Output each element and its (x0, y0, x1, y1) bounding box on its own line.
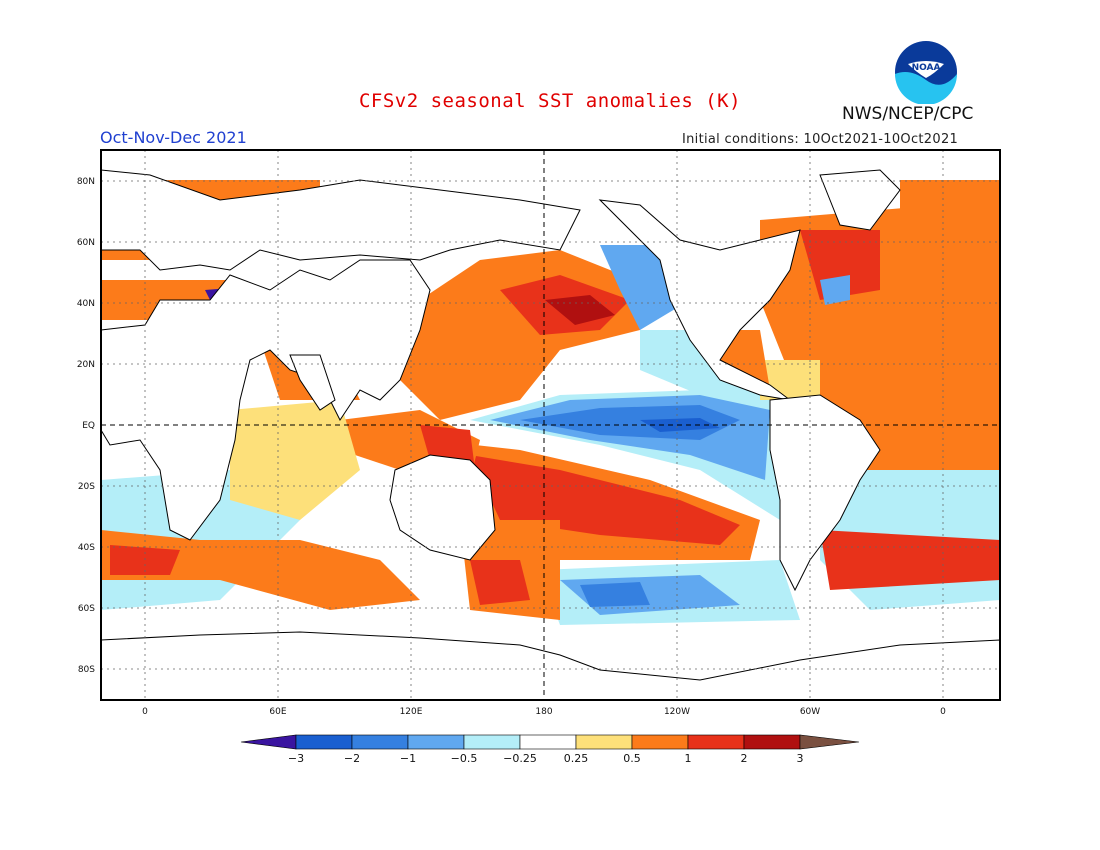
colorbar-label: 3 (797, 752, 804, 765)
north-america (598, 199, 801, 401)
lon-label: 60W (800, 707, 820, 717)
colorbar-segment (407, 734, 465, 750)
south-america (769, 394, 881, 592)
lat-label: 60S (78, 604, 95, 614)
continents (101, 169, 1000, 700)
colorbar-segment (351, 734, 409, 750)
antarctica (101, 631, 1000, 700)
colorbar-label: 2 (741, 752, 748, 765)
colorbar-segment (743, 734, 801, 750)
colorbar-label: −3 (288, 752, 304, 765)
colorbar-label: −2 (344, 752, 360, 765)
africa-europe-asia (101, 259, 431, 541)
south-atlantic-warm (820, 530, 1000, 590)
colorbar-label: 0.25 (564, 752, 589, 765)
colorbar-segment (575, 734, 633, 750)
map-frame (100, 149, 1001, 701)
india (289, 354, 336, 411)
north-pacific-warm-core (545, 295, 615, 325)
colorbar-segment (295, 734, 353, 750)
colorbar-label: 1 (685, 752, 692, 765)
atlantic-cool-spot (820, 275, 850, 305)
greenland (819, 169, 901, 231)
lat-axis: 80N 60N 40N 20N EQ 20S 40S 60S 80S (77, 177, 95, 675)
lat-label: 80S (78, 665, 95, 675)
logo-text: NOAA (912, 63, 941, 73)
colorbar-segment (463, 734, 521, 750)
colorbar-segment (687, 734, 745, 750)
equator-dateline (101, 150, 1000, 700)
colorbar-label: −0.5 (451, 752, 478, 765)
indian-ocean-yellow (230, 400, 360, 520)
lon-label: 60E (269, 707, 286, 717)
colorbar-label: −1 (400, 752, 416, 765)
north-atlantic-warm-core (800, 230, 880, 300)
lon-label: 0 (940, 707, 946, 717)
gridlines (101, 150, 1000, 700)
south-indian-warm (101, 530, 420, 610)
south-pacific-cool-deep (580, 582, 650, 607)
colorbar-segment (631, 734, 689, 750)
lon-axis: 0 60E 120E 180 120W 60W 0 (142, 707, 946, 717)
lat-label: 80N (77, 177, 95, 187)
lat-label: 40S (78, 543, 95, 553)
colorbar-arrow-low (240, 734, 297, 750)
period-label: Oct-Nov-Dec 2021 (100, 128, 247, 147)
colorbar-label: −0.25 (503, 752, 537, 765)
colorbar-segment (519, 734, 577, 750)
la-nina-tongue-core (520, 405, 740, 440)
lat-label: 40N (77, 299, 95, 309)
colorbar: −3 −2 −1 −0.5 −0.25 0.25 0.5 1 2 3 (240, 734, 860, 765)
colorbar-label: 0.5 (623, 752, 641, 765)
tasman-warm-core (470, 560, 530, 605)
eurasia-north (101, 169, 581, 271)
agency-label: NWS/NCEP/CPC (842, 104, 974, 124)
lon-label: 0 (142, 707, 148, 717)
colorbar-arrow-high (799, 734, 860, 750)
lat-label: 20S (78, 482, 95, 492)
noaa-logo: NOAA (895, 41, 957, 104)
australia (389, 454, 496, 561)
lon-label: 120E (400, 707, 423, 717)
lat-label: 60N (77, 238, 95, 248)
lat-label: 20N (77, 360, 95, 370)
chart-title: CFSv2 seasonal SST anomalies (K) (358, 90, 742, 112)
arctic-warm-east (900, 180, 1000, 240)
lon-label: 120W (664, 707, 690, 717)
lon-label: 180 (535, 707, 552, 717)
lat-label: EQ (82, 421, 95, 431)
initial-conditions-label: Initial conditions: 10Oct2021-10Oct2021 (682, 132, 959, 147)
